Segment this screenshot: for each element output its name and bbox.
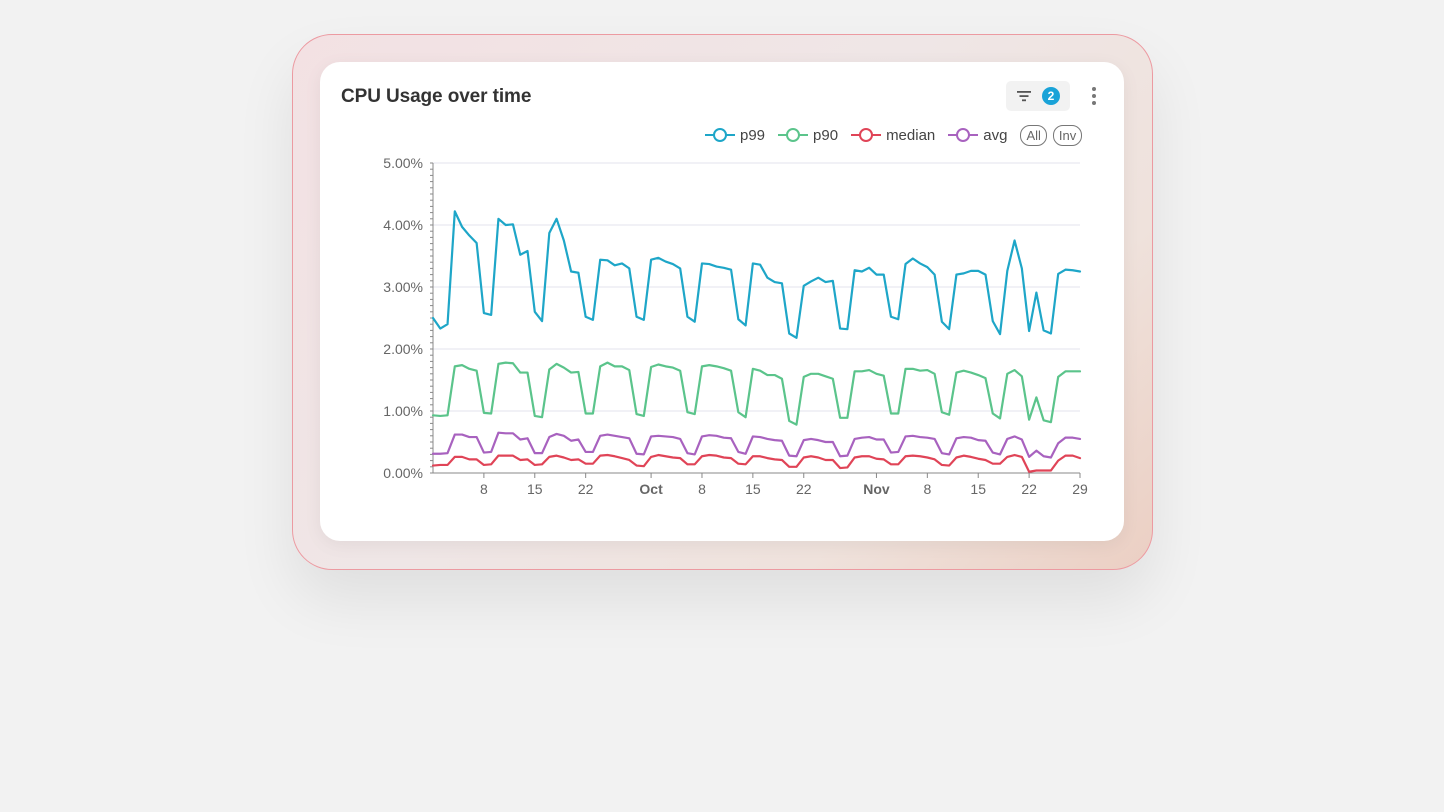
x-tick-label: 15 — [970, 481, 986, 497]
series-line-median — [431, 453, 1082, 473]
legend-item-p90[interactable]: p90 — [778, 127, 838, 144]
y-tick-label: 2.00% — [383, 341, 423, 357]
cpu-usage-chart: 0.00%1.00%2.00%3.00%4.00%5.00% 8 15 22 Oct 8… — [383, 155, 1088, 497]
y-tick-label: 4.00% — [383, 217, 423, 233]
legend-item-p99[interactable]: p99 — [705, 127, 765, 144]
x-tick-label: 8 — [480, 481, 488, 497]
series-line-avg — [431, 431, 1082, 459]
series-line-p90 — [431, 361, 1082, 426]
legend-label: avg — [983, 126, 1008, 144]
y-tick-label: 1.00% — [383, 403, 423, 419]
filter-icon — [1017, 91, 1031, 102]
more-options-button[interactable] — [1086, 84, 1102, 110]
x-tick-label: Oct — [639, 481, 663, 497]
legend-marker-icon — [778, 128, 809, 142]
legend-select-all-button[interactable]: All — [1020, 124, 1047, 146]
x-tick-label: 22 — [796, 481, 812, 497]
legend-item-median[interactable]: median — [851, 127, 935, 144]
chart-legend: p99 p90 median avg All Inv — [705, 123, 1088, 147]
axes — [432, 163, 1081, 478]
x-tick-label: 29 — [1072, 481, 1088, 497]
y-tick-label: 0.00% — [383, 465, 423, 481]
series-lines — [431, 210, 1082, 473]
more-vert-icon — [1092, 87, 1096, 91]
x-tick-label: Nov — [863, 481, 890, 497]
legend-marker-icon — [948, 128, 979, 142]
y-tick-label: 3.00% — [383, 279, 423, 295]
legend-label: p90 — [813, 126, 839, 144]
x-tick-label: 8 — [698, 481, 706, 497]
x-tick-label: 15 — [745, 481, 761, 497]
x-tick-label: 22 — [578, 481, 594, 497]
x-axis-tick-labels: 8 15 22 Oct 8 15 22 Nov 8 15 22 29 — [480, 481, 1088, 497]
y-tick-label: 5.00% — [383, 155, 423, 171]
legend-item-avg[interactable]: avg — [948, 127, 1007, 144]
y-axis-tick-labels: 0.00% 1.00% 2.00% 3.00% 4.00% 5.00% — [383, 155, 423, 481]
grid-lines — [433, 162, 1080, 412]
chart-card: CPU Usage over time 2 p99 p90 — [320, 62, 1124, 541]
filter-button[interactable]: 2 — [1006, 81, 1070, 111]
x-tick-label: 15 — [527, 481, 543, 497]
legend-label: p99 — [740, 126, 766, 144]
legend-marker-icon — [851, 128, 882, 142]
x-tick-label: 8 — [923, 481, 931, 497]
card-title: CPU Usage over time — [341, 86, 532, 107]
x-tick-label: 22 — [1021, 481, 1037, 497]
filter-count-badge: 2 — [1042, 87, 1060, 105]
legend-invert-button[interactable]: Inv — [1052, 124, 1083, 146]
legend-label: median — [886, 126, 936, 144]
legend-marker-icon — [705, 128, 735, 142]
series-line-p99 — [431, 210, 1082, 339]
